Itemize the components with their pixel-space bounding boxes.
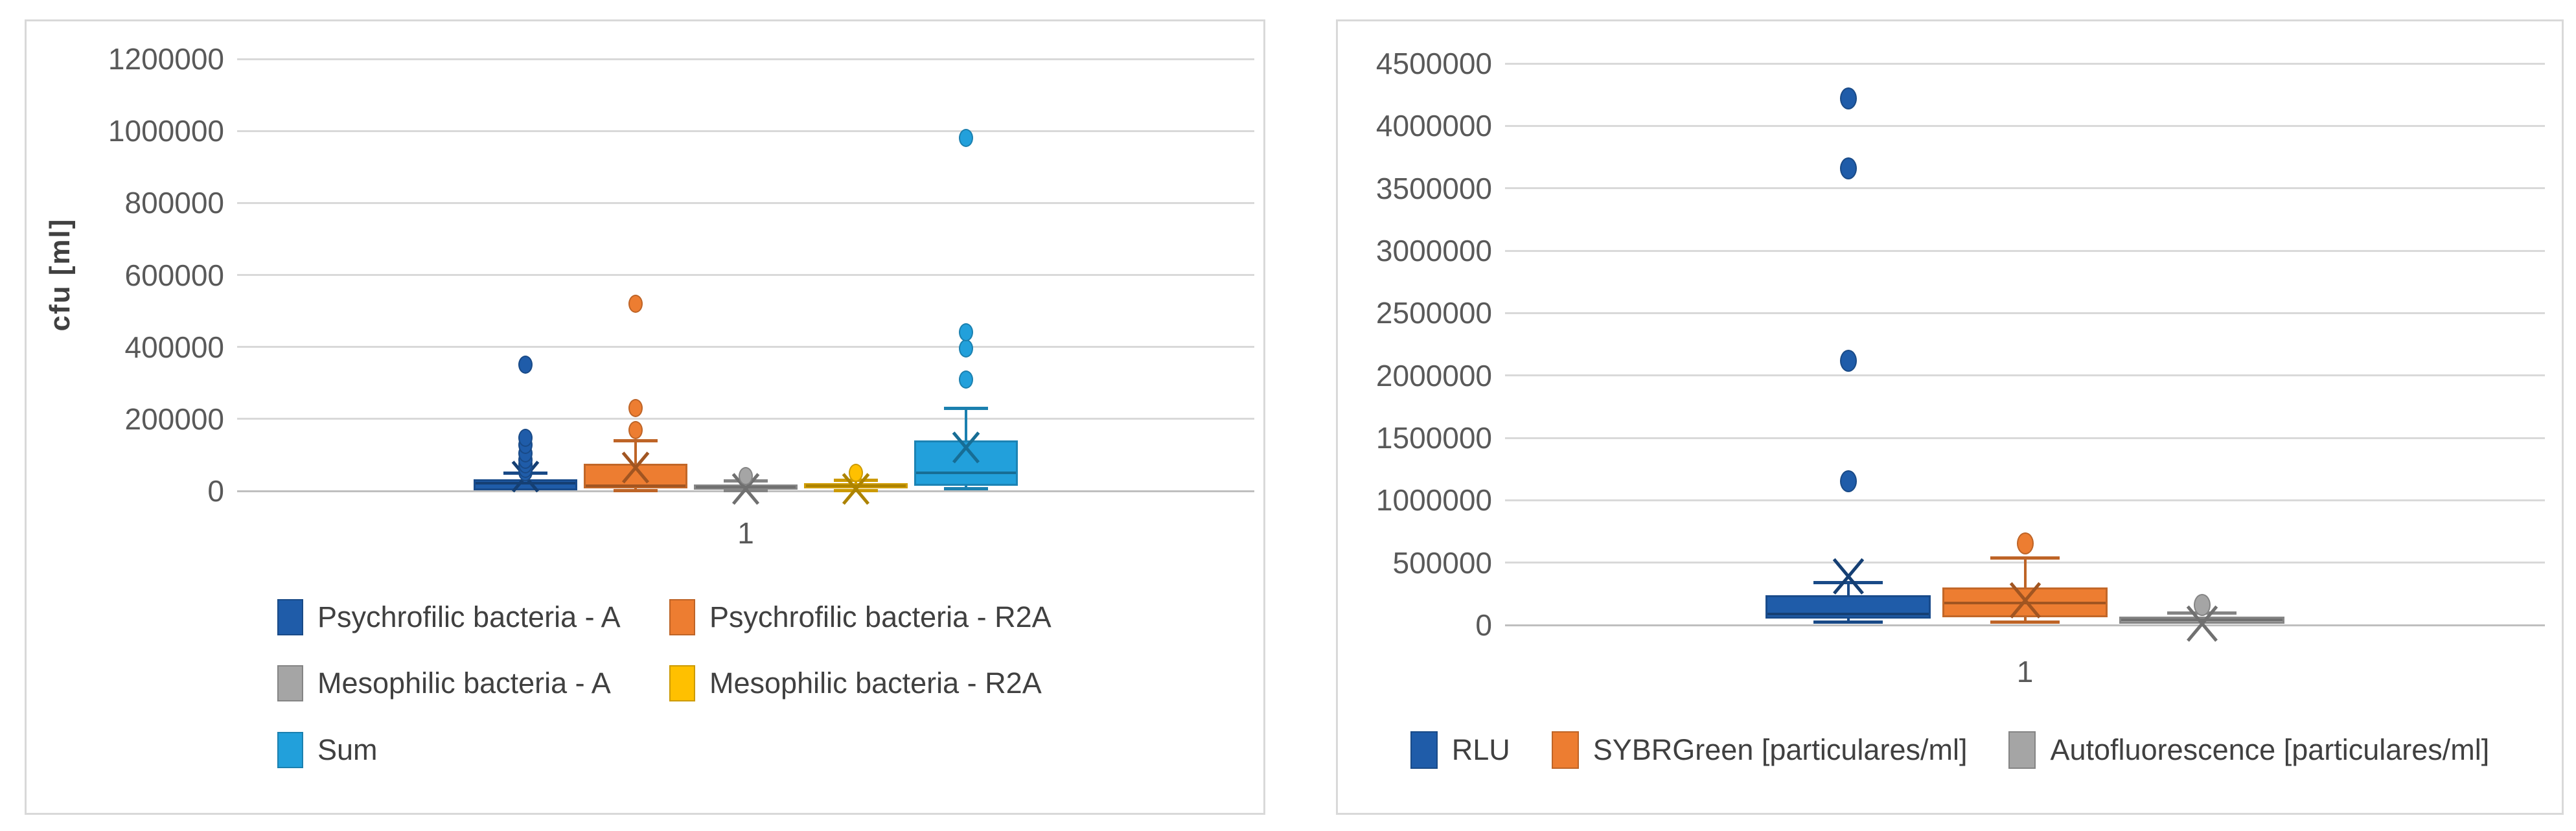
legend-item: SYBRGreen [particulares/ml] <box>1551 731 1968 769</box>
outlier-point <box>1839 349 1857 372</box>
whisker-line <box>1846 619 1850 622</box>
outlier-point <box>1839 87 1857 109</box>
whisker-cap <box>1990 620 2060 624</box>
y-axis-tick: 200000 <box>124 402 225 436</box>
legend-swatch <box>277 665 303 701</box>
legend-label: SYBRGreen [particulares/ml] <box>1593 733 1968 766</box>
outlier-point <box>959 339 973 358</box>
gridline <box>237 418 1254 420</box>
whisker-cap <box>614 488 658 492</box>
legend-swatch <box>277 732 303 768</box>
y-axis-tick: 2500000 <box>1375 296 1492 330</box>
whisker-cap <box>614 439 658 443</box>
y-axis-tick: 1000000 <box>1375 483 1492 518</box>
y-axis-tick: 3500000 <box>1375 171 1492 205</box>
x-axis-tick: 1 <box>2016 655 2034 689</box>
mean-marker <box>1830 556 1867 597</box>
legend-swatch <box>669 599 695 635</box>
legend-label: Mesophilic bacteria - A <box>317 666 611 700</box>
gridline <box>237 201 1254 204</box>
legend-label: Sum <box>317 733 378 766</box>
outlier-point <box>518 356 533 374</box>
gridline <box>1505 124 2545 127</box>
legend-swatch <box>1410 731 1438 769</box>
y-axis-tick: 1200000 <box>108 42 224 76</box>
x-axis-tick: 1 <box>737 516 754 550</box>
y-axis-tick: 0 <box>1475 608 1492 642</box>
outlier-point <box>518 428 533 447</box>
median-line <box>1767 613 1929 616</box>
outlier-point <box>959 370 973 389</box>
outlier-point <box>959 129 973 148</box>
median-line <box>916 472 1016 475</box>
chart-panel-right: 0 500000 1000000 1500000 2000000 2500000 30000… <box>1336 19 2564 815</box>
legend-swatch <box>2008 731 2036 769</box>
y-axis-tick: 400000 <box>124 330 225 364</box>
gridline <box>1505 374 2545 377</box>
legend-swatch <box>669 665 695 701</box>
legend-item: Mesophilic bacteria - R2A <box>669 665 1042 701</box>
y-axis-tick: 4500000 <box>1375 47 1492 80</box>
legend-label: RLU <box>1451 733 1510 766</box>
median-line <box>586 484 685 487</box>
y-axis-tick: 3000000 <box>1375 234 1492 268</box>
chart-panel-left: 0 200000 400000 600000 800000 1000000 1200000 c… <box>25 19 1265 815</box>
y-axis-tick: 4000000 <box>1375 109 1492 143</box>
outlier-point <box>2016 532 2034 554</box>
legend-item: Psychrofilic bacteria - A <box>277 599 621 635</box>
gridline <box>1505 187 2545 190</box>
whisker-cap <box>1813 620 1883 624</box>
legend-item: RLU <box>1410 731 1510 769</box>
mean-marker <box>950 430 982 465</box>
legend-label: Psychrofilic bacteria - R2A <box>709 600 1052 633</box>
gridline <box>237 58 1254 60</box>
outlier-point <box>2193 594 2211 617</box>
x-axis-line <box>1505 624 2545 626</box>
outlier-point <box>628 399 643 418</box>
gridline <box>237 346 1254 348</box>
outlier-point <box>628 420 643 439</box>
gridline <box>1505 312 2545 314</box>
y-axis-tick: 500000 <box>1392 545 1493 580</box>
legend-label: Autofluorescence [particulares/ml] <box>2050 733 2490 766</box>
y-axis-tick: 0 <box>207 474 224 508</box>
mean-marker <box>620 450 651 485</box>
whisker-line <box>2023 557 2027 588</box>
outlier-point <box>739 466 753 485</box>
legend-label: Mesophilic bacteria - R2A <box>709 666 1042 700</box>
legend-item: Sum <box>277 732 378 768</box>
y-axis-tick: 600000 <box>124 258 225 292</box>
y-axis-tick: 800000 <box>124 186 225 220</box>
y-axis-title: cfu [ml] <box>44 218 76 332</box>
y-axis-tick: 1000000 <box>108 114 224 148</box>
gridline <box>1505 62 2545 65</box>
gridline <box>1505 499 2545 501</box>
legend-item: Psychrofilic bacteria - R2A <box>669 599 1052 635</box>
outlier-point <box>1839 470 1857 493</box>
whisker-cap <box>1990 556 2060 560</box>
outlier-point <box>849 464 863 483</box>
gridline <box>1505 437 2545 439</box>
legend-swatch <box>1551 731 1579 769</box>
legend-item: Mesophilic bacteria - A <box>277 665 611 701</box>
legend-label: Psychrofilic bacteria - A <box>317 600 621 633</box>
outlier-point <box>1839 157 1857 179</box>
gridline <box>1505 249 2545 252</box>
outlier-point <box>628 294 643 313</box>
legend-item: Autofluorescence [particulares/ml] <box>2008 731 2489 769</box>
whisker-line <box>965 408 967 441</box>
y-axis-tick: 2000000 <box>1375 358 1492 393</box>
whisker-cap <box>944 486 988 490</box>
legend: RLU SYBRGreen [particulares/ml] Autofluore… <box>1338 731 2562 769</box>
whisker-cap <box>944 407 988 411</box>
y-axis-tick: 1500000 <box>1375 421 1492 455</box>
outlier-point <box>959 323 973 342</box>
mean-marker <box>2007 580 2044 620</box>
gridline <box>237 130 1254 132</box>
legend-swatch <box>277 599 303 635</box>
gridline <box>237 274 1254 276</box>
